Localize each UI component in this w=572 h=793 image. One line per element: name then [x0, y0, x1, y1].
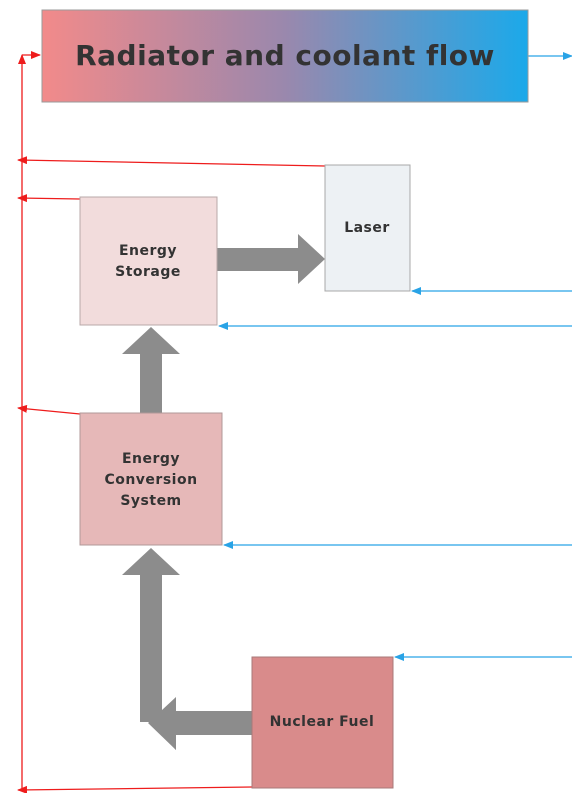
node-label: System: [120, 493, 181, 509]
storage-box: [79, 196, 218, 326]
radiator-box: [41, 9, 529, 103]
node-label: Storage: [115, 264, 181, 280]
node-label: Nuclear Fuel: [270, 714, 375, 730]
red-lines: [17, 51, 326, 793]
node-label: Energy: [119, 243, 177, 259]
blue-lines: [218, 52, 572, 661]
flow-arrows: [122, 234, 325, 750]
node-label: Radiator and coolant flow: [75, 39, 495, 72]
node-label: Energy: [122, 451, 180, 467]
fuel-box: [251, 656, 394, 789]
conversion-box: [79, 412, 223, 546]
node-label: Conversion: [104, 472, 197, 488]
node-label: Laser: [344, 220, 390, 236]
laser-box: [324, 164, 411, 292]
